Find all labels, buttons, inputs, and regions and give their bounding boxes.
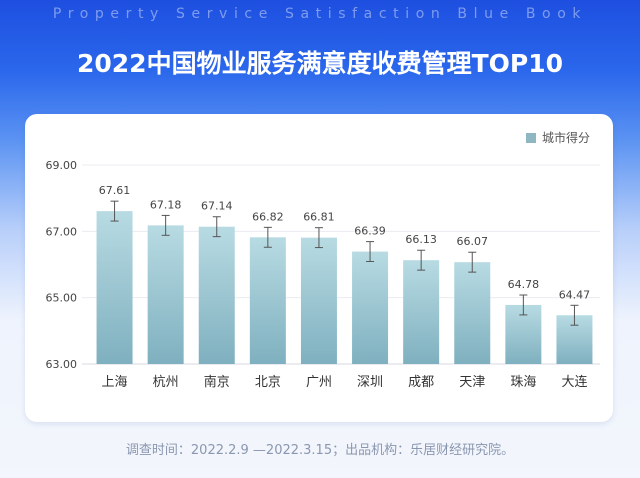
bar <box>198 226 235 364</box>
y-tick-label: 69.00 <box>46 159 78 172</box>
x-tick-label: 珠海 <box>510 375 536 390</box>
x-tick-label: 深圳 <box>357 375 383 390</box>
bar <box>249 237 286 364</box>
data-label: 67.18 <box>150 198 182 211</box>
y-tick-label: 63.00 <box>46 358 78 371</box>
x-tick-label: 北京 <box>255 375 281 390</box>
data-label: 66.39 <box>354 225 386 238</box>
bar <box>300 237 337 364</box>
x-tick-label: 广州 <box>306 375 332 390</box>
data-label: 66.81 <box>303 211 335 224</box>
bar <box>352 251 389 364</box>
data-label: 64.47 <box>559 288 591 301</box>
x-tick-label: 杭州 <box>153 375 179 390</box>
footer-note: 调查时间：2022.2.9 —2022.3.15；出品机构：乐居财经研究院。 <box>125 443 515 458</box>
x-tick-label: 上海 <box>102 375 128 390</box>
chart-card: 城市得分 69.00 67.00 65.00 63.00 67.61 上海 67.18 杭州 6… <box>25 114 613 422</box>
legend-swatch <box>525 132 536 143</box>
page-title: 2022中国物业服务满意度收费管理TOP10 <box>77 49 563 78</box>
data-label: 67.61 <box>99 184 131 197</box>
bar-chart: 69.00 67.00 65.00 63.00 67.61 上海 67.18 杭州 67.14 南… <box>46 159 600 390</box>
y-tick-label: 65.00 <box>46 292 78 305</box>
x-tick-label: 大连 <box>561 374 587 390</box>
data-label: 66.07 <box>457 235 489 248</box>
legend-label: 城市得分 <box>541 131 590 145</box>
data-label: 66.13 <box>405 233 437 246</box>
data-label: 66.82 <box>252 210 284 223</box>
bar <box>147 225 184 364</box>
x-tick-label: 成都 <box>408 375 434 390</box>
data-label: 64.78 <box>508 278 540 291</box>
chart-legend: 城市得分 <box>525 129 590 146</box>
subtitle-english: Property Service Satisfaction Blue Book <box>52 6 588 22</box>
bar <box>96 211 133 364</box>
x-tick-label: 南京 <box>204 374 230 390</box>
x-tick-label: 天津 <box>459 375 485 390</box>
bar <box>403 260 440 364</box>
y-tick-label: 67.00 <box>46 225 78 238</box>
bar <box>454 262 491 364</box>
data-label: 67.14 <box>201 200 233 213</box>
